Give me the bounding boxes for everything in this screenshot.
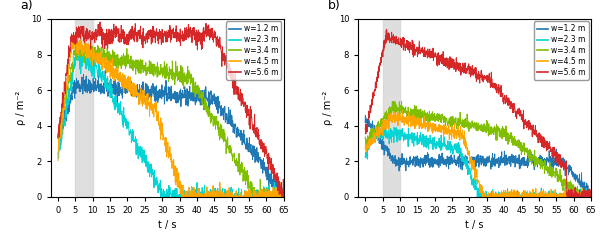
Y-axis label: ρ / m⁻²: ρ / m⁻²	[16, 91, 26, 125]
Y-axis label: ρ / m⁻²: ρ / m⁻²	[323, 91, 333, 125]
Legend: w=1.2 m, w=2.3 m, w=3.4 m, w=4.5 m, w=5.6 m: w=1.2 m, w=2.3 m, w=3.4 m, w=4.5 m, w=5.…	[226, 21, 281, 80]
Text: a): a)	[21, 0, 34, 12]
Bar	[383, 19, 400, 197]
Legend: w=1.2 m, w=2.3 m, w=3.4 m, w=4.5 m, w=5.6 m: w=1.2 m, w=2.3 m, w=3.4 m, w=4.5 m, w=5.…	[533, 21, 589, 80]
Text: b): b)	[328, 0, 341, 12]
X-axis label: t / s: t / s	[466, 220, 484, 230]
Bar	[76, 19, 92, 197]
X-axis label: t / s: t / s	[158, 220, 176, 230]
